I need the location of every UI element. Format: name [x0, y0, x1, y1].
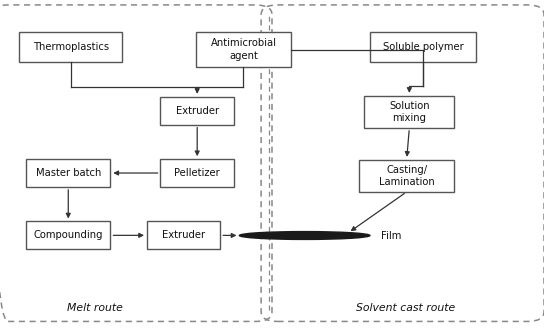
Text: Thermoplastics: Thermoplastics [33, 42, 109, 52]
Text: Extruder: Extruder [162, 230, 205, 240]
FancyBboxPatch shape [160, 159, 234, 187]
Ellipse shape [239, 232, 370, 239]
FancyBboxPatch shape [26, 221, 110, 249]
FancyBboxPatch shape [26, 159, 110, 187]
Text: Pelletizer: Pelletizer [174, 168, 220, 178]
Text: Film: Film [381, 231, 401, 240]
Text: Master batch: Master batch [35, 168, 101, 178]
Text: Antimicrobial
agent: Antimicrobial agent [211, 38, 276, 61]
Text: Solution
mixing: Solution mixing [389, 101, 430, 123]
FancyBboxPatch shape [196, 32, 291, 67]
FancyBboxPatch shape [364, 96, 454, 128]
FancyBboxPatch shape [147, 221, 220, 249]
FancyBboxPatch shape [359, 160, 454, 192]
Text: Compounding: Compounding [34, 230, 103, 240]
Text: Casting/
Lamination: Casting/ Lamination [379, 165, 435, 187]
FancyBboxPatch shape [160, 97, 234, 125]
Text: Melt route: Melt route [67, 303, 123, 313]
Text: Extruder: Extruder [176, 106, 219, 116]
Text: Solvent cast route: Solvent cast route [356, 303, 455, 313]
Text: Soluble polymer: Soluble polymer [382, 42, 463, 52]
FancyBboxPatch shape [370, 32, 476, 62]
FancyBboxPatch shape [19, 32, 122, 62]
